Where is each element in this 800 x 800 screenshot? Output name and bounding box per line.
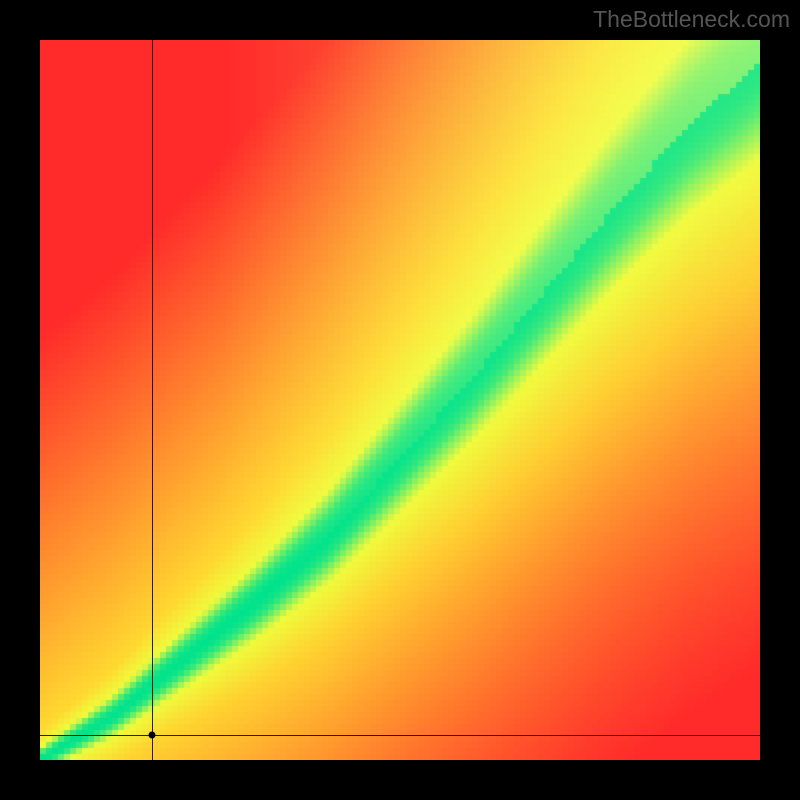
heatmap-canvas (40, 40, 760, 760)
chart-outer-frame (0, 0, 800, 800)
heatmap-plot-area (40, 40, 760, 760)
root-container: TheBottleneck.com (0, 0, 800, 800)
watermark-text: TheBottleneck.com (593, 6, 790, 33)
crosshair-marker-dot (148, 731, 155, 738)
crosshair-vertical-line (152, 40, 153, 760)
